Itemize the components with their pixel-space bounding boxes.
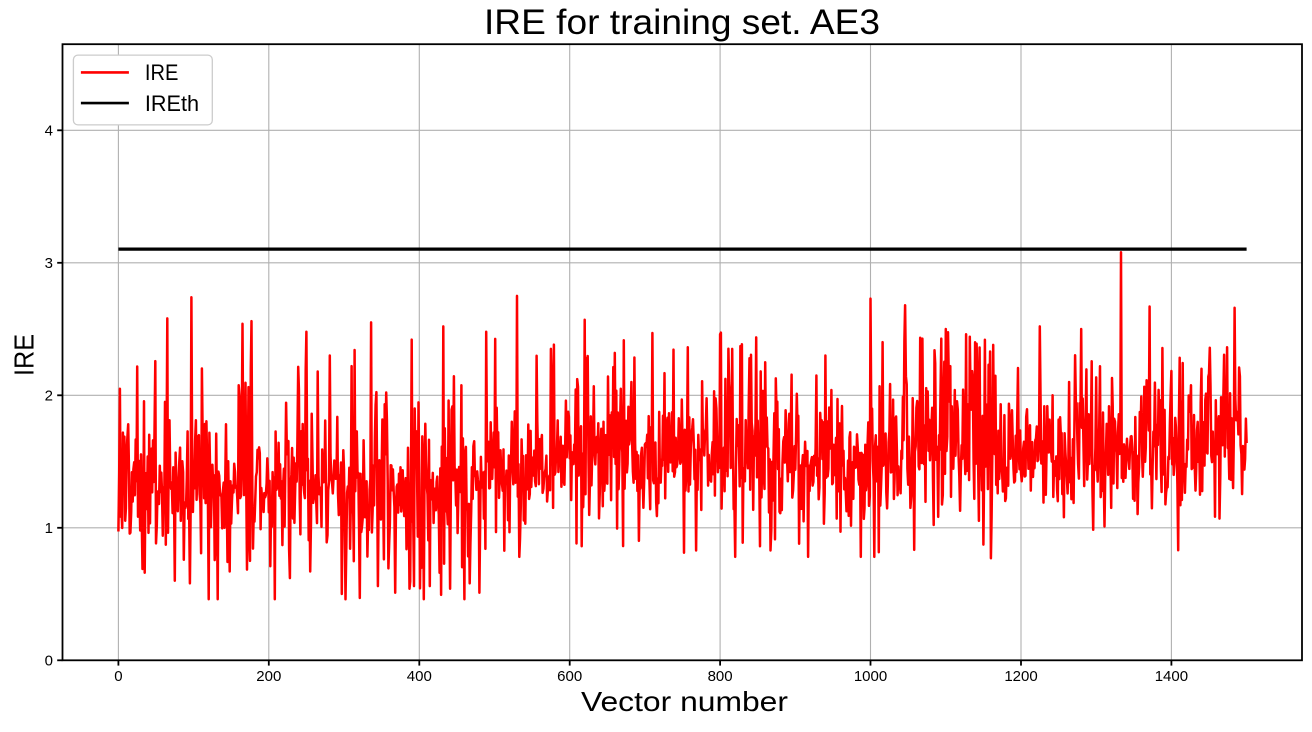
svg-text:1400: 1400: [1155, 668, 1188, 685]
svg-text:IREth: IREth: [145, 91, 199, 116]
svg-text:Vector number: Vector number: [581, 686, 788, 717]
svg-text:4: 4: [45, 123, 53, 140]
svg-text:IRE: IRE: [145, 60, 179, 85]
svg-text:0: 0: [114, 668, 122, 685]
svg-text:200: 200: [256, 668, 281, 685]
svg-text:600: 600: [557, 668, 582, 685]
svg-text:IRE for training set. AE3: IRE for training set. AE3: [484, 3, 880, 42]
svg-text:IRE: IRE: [8, 334, 39, 376]
svg-text:0: 0: [45, 653, 53, 670]
svg-text:400: 400: [407, 668, 432, 685]
svg-text:800: 800: [708, 668, 733, 685]
svg-text:1200: 1200: [1004, 668, 1037, 685]
svg-text:1: 1: [45, 520, 53, 537]
svg-text:1000: 1000: [854, 668, 887, 685]
svg-text:2: 2: [45, 388, 53, 405]
svg-text:3: 3: [45, 255, 53, 272]
